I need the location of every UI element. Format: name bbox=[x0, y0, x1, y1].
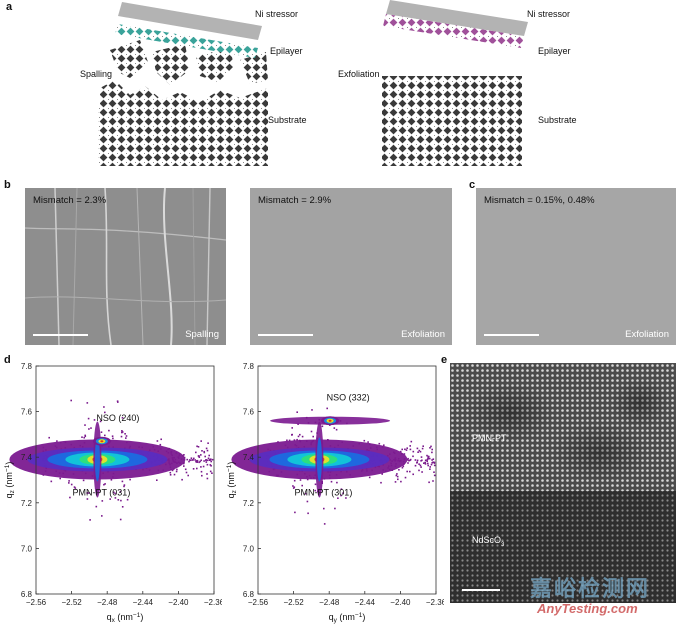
x-axis-label: qy (nm−1) bbox=[329, 612, 366, 624]
x-tick-label: −2.44 bbox=[355, 598, 376, 607]
ndsco3-subscript: 3 bbox=[501, 541, 505, 548]
epilayer-left bbox=[115, 24, 258, 58]
x-tick-label: −2.56 bbox=[248, 598, 269, 607]
mismatch-label-b1: Mismatch = 2.3% bbox=[33, 195, 107, 206]
plot-frame bbox=[35, 365, 215, 595]
watermark-cn: 嘉峪检测网 bbox=[530, 576, 651, 601]
process-label-b2: Exfoliation bbox=[401, 329, 445, 340]
x-tick-label: −2.36 bbox=[204, 598, 222, 607]
substrate-label-left: Substrate bbox=[268, 115, 307, 125]
panel-d-label: d bbox=[4, 354, 11, 366]
pmn-pt-layer-label: PMN-PT bbox=[472, 433, 507, 443]
spalling-label: Spalling bbox=[80, 69, 113, 79]
peak-label-film: PMN-PT (301) bbox=[294, 487, 352, 497]
x-tick-label: −2.52 bbox=[283, 598, 304, 607]
y-tick-label: 7.4 bbox=[243, 453, 255, 462]
scale-bar-c bbox=[484, 334, 539, 336]
scale-bar-b1 bbox=[33, 334, 88, 336]
epilayer-right bbox=[383, 14, 524, 48]
y-tick-label: 7.4 bbox=[21, 453, 33, 462]
mismatch-label-c: Mismatch = 0.15%, 0.48% bbox=[484, 195, 595, 206]
y-tick-label: 7.2 bbox=[21, 499, 33, 508]
y-axis-label: qz (nm−1) bbox=[4, 462, 16, 499]
watermark-en: AnyTesting.com bbox=[537, 601, 638, 616]
mismatch-label-b2: Mismatch = 2.9% bbox=[258, 195, 332, 206]
panel-c-label: c bbox=[469, 179, 476, 191]
y-tick-label: 7.8 bbox=[21, 362, 33, 371]
x-tick-label: −2.40 bbox=[168, 598, 189, 607]
ndsco3-layer-label: NdScO3 bbox=[472, 535, 504, 548]
epilayer-label-left: Epilayer bbox=[270, 46, 303, 56]
x-tick-label: −2.52 bbox=[61, 598, 82, 607]
x-tick-label: −2.40 bbox=[390, 598, 411, 607]
x-axis-label: qx (nm−1) bbox=[107, 612, 144, 624]
ni-stressor-label-right: Ni stressor bbox=[527, 9, 571, 19]
peak-label-substrate: NSO (332) bbox=[327, 393, 370, 403]
y-tick-label: 7.8 bbox=[243, 362, 255, 371]
ni-stressor-right bbox=[386, 0, 528, 36]
substrate-right bbox=[382, 76, 522, 166]
x-tick-label: −2.44 bbox=[133, 598, 154, 607]
x-tick-label: −2.48 bbox=[319, 598, 340, 607]
exfoliation-label: Exfoliation bbox=[338, 69, 380, 79]
sem-image-exfoliation-b: Mismatch = 2.9% Exfoliation bbox=[250, 188, 452, 345]
ni-stressor-label-left: Ni stressor bbox=[255, 9, 299, 19]
panel-b-label: b bbox=[4, 179, 11, 191]
stem-image: PMN-PT NdScO3 bbox=[450, 363, 676, 603]
rsm-plot-qy: −2.56 −2.52 −2.48 −2.44 −2.40 −2.36 6.8 7.0 7.2 7… bbox=[226, 362, 444, 624]
sem-image-spalling: Mismatch = 2.3% Spalling bbox=[25, 188, 226, 345]
x-tick-label: −2.56 bbox=[26, 598, 47, 607]
y-tick-label: 6.8 bbox=[21, 590, 33, 599]
peak-label-substrate: NSO (240) bbox=[96, 413, 139, 423]
spalling-schematic bbox=[98, 2, 268, 166]
rsm-plot-qx: −2.56 −2.52 −2.48 −2.44 −2.40 −2.36 6.8 7.0 7.2 7… bbox=[4, 362, 222, 624]
panel-e-label: e bbox=[441, 354, 448, 366]
process-label-c: Exfoliation bbox=[625, 329, 669, 340]
substrate-blocks bbox=[98, 40, 268, 166]
intensity-map bbox=[231, 407, 436, 525]
substrate-label-right: Substrate bbox=[538, 115, 577, 125]
y-tick-label: 7.2 bbox=[243, 499, 255, 508]
scale-bar-e bbox=[462, 589, 500, 591]
x-tick-label: −2.48 bbox=[97, 598, 118, 607]
sem-image-exfoliation-c: Mismatch = 0.15%, 0.48% Exfoliation bbox=[476, 188, 676, 345]
y-tick-label: 7.6 bbox=[21, 408, 33, 417]
intensity-map bbox=[9, 399, 214, 521]
panel-a-label: a bbox=[6, 1, 13, 13]
ni-stressor-left bbox=[118, 2, 262, 40]
epilayer-label-right: Epilayer bbox=[538, 46, 571, 56]
x-tick-label: −2.36 bbox=[426, 598, 444, 607]
y-tick-label: 7.0 bbox=[21, 544, 33, 553]
y-tick-label: 6.8 bbox=[243, 590, 255, 599]
scale-bar-b2 bbox=[258, 334, 313, 336]
ndsco3-text: NdScO bbox=[472, 535, 502, 545]
exfoliation-schematic bbox=[382, 0, 528, 166]
peak-label-film: PMN-PT (031) bbox=[72, 487, 130, 497]
plot-frame bbox=[257, 365, 437, 595]
y-axis-label: qz (nm−1) bbox=[226, 462, 238, 499]
y-tick-label: 7.6 bbox=[243, 408, 255, 417]
y-tick-label: 7.0 bbox=[243, 544, 255, 553]
process-label-b1: Spalling bbox=[185, 329, 219, 340]
